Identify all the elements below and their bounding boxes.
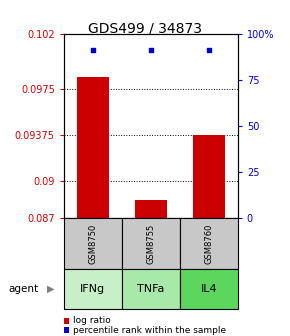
Text: percentile rank within the sample: percentile rank within the sample [73,326,226,335]
Bar [193,135,225,218]
Text: IL4: IL4 [200,284,217,294]
Text: GSM8755: GSM8755 [146,223,155,264]
Point [148,47,153,53]
Text: GSM8750: GSM8750 [88,223,97,264]
Text: agent: agent [9,284,39,294]
Text: GSM8760: GSM8760 [204,223,213,264]
Text: ▶: ▶ [47,284,55,294]
Point [90,47,95,53]
Text: log ratio: log ratio [73,317,111,326]
Bar [77,77,109,218]
Point [206,47,211,53]
Text: GDS499 / 34873: GDS499 / 34873 [88,22,202,36]
Text: TNFa: TNFa [137,284,164,294]
Bar [135,200,167,218]
Text: IFNg: IFNg [80,284,105,294]
